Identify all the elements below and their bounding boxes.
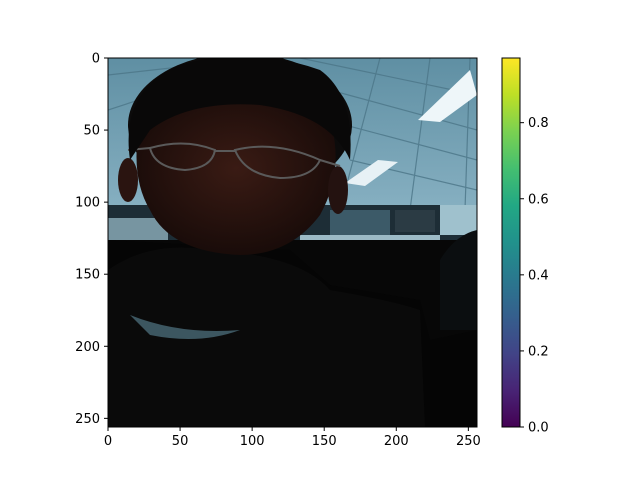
y-axis-ticks: 0 50 100 150 200 250 [75, 52, 108, 427]
colorbar [501, 57, 521, 428]
y-tick-label: 200 [75, 340, 100, 355]
x-tick-label: 100 [240, 434, 265, 449]
x-tick-label: 150 [312, 434, 337, 449]
x-tick-label: 250 [456, 434, 481, 449]
colorbar-ticks: 0.0 0.2 0.4 0.6 0.8 [520, 116, 549, 436]
y-tick-label: 50 [83, 124, 100, 139]
x-axis-ticks: 0 50 100 150 200 250 [104, 427, 481, 449]
y-tick-label: 250 [75, 412, 100, 427]
x-tick-label: 50 [172, 434, 189, 449]
y-tick-label: 0 [92, 52, 100, 67]
colorbar-tick-label: 0.2 [528, 344, 549, 359]
y-tick-label: 100 [75, 196, 100, 211]
image-photo [108, 58, 477, 427]
colorbar-tick-label: 0.4 [528, 268, 549, 283]
plot-frame [107, 57, 478, 428]
x-tick-label: 200 [384, 434, 409, 449]
x-tick-label: 0 [104, 434, 112, 449]
y-tick-label: 150 [75, 268, 100, 283]
colorbar-tick-label: 0.8 [528, 116, 549, 131]
colorbar-tick-label: 0.0 [528, 421, 549, 436]
colorbar-tick-label: 0.6 [528, 192, 549, 207]
